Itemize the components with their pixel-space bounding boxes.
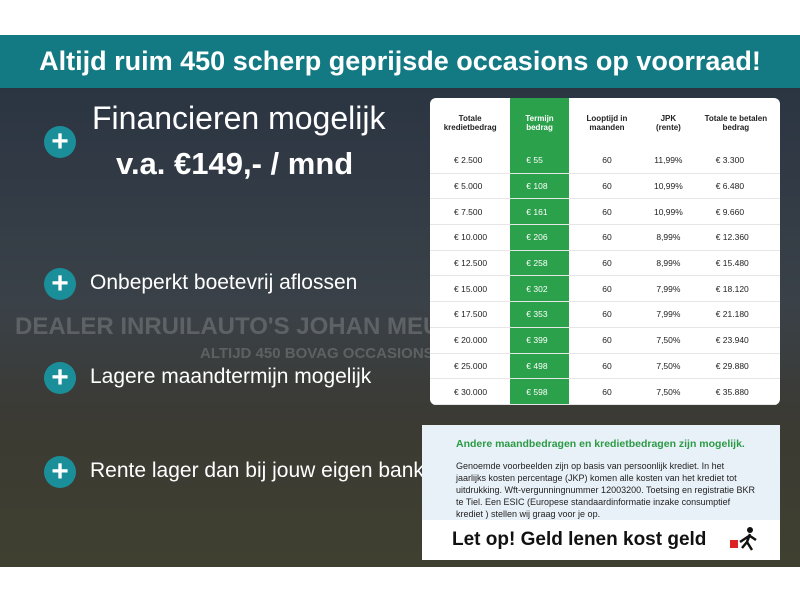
table-cell: € 23.940 [691,327,780,354]
table-cell: € 10.000 [430,224,511,251]
table-cell: € 6.480 [691,173,780,200]
table-cell: € 108 [510,173,569,200]
table-cell: € 30.000 [430,378,511,405]
table-cell: 10,99% [645,173,692,200]
table-cell: € 5.000 [430,173,511,200]
table-cell: € 15.000 [430,275,511,303]
bullet-text: Lagere maandtermijn mogelijk [90,365,372,388]
table-cell: € 18.120 [691,275,780,303]
info-heading: Andere maandbedragen en kredietbedragen … [456,438,745,450]
table-row: € 17.500 € 353 60 7,99% € 21.180 [430,301,780,328]
table-cell: € 2.500 [430,148,511,174]
table-cell: 60 [568,353,646,380]
table-cell: € 258 [510,250,569,277]
table-cell: € 3.300 [691,148,780,174]
table-header: JPK (rente) [655,114,681,132]
table-row: € 15.000 € 302 60 7,99% € 18.120 [430,275,780,303]
info-box: Andere maandbedragen en kredietbedragen … [422,425,780,560]
table-cell: 60 [568,275,646,303]
table-cell: 60 [568,198,646,226]
table-cell: 60 [568,301,646,328]
table-cell: € 29.880 [691,353,780,380]
table-cell: € 353 [510,301,569,328]
warning: Let op! Geld lenen kost geld [452,529,707,550]
table-row: € 2.500 € 55 60 11,99% € 3.300 [430,148,780,174]
table-row: € 12.500 € 258 60 8,99% € 15.480 [430,250,780,277]
headline: Financieren mogelijk [92,100,386,136]
table-cell: 7,50% [645,404,692,405]
table-cell: € 302 [510,275,569,303]
table-cell: € 21.180 [691,301,780,328]
table-cell: 60 [568,327,646,354]
table-cell: 7,50% [645,353,692,380]
table-cell: 60 [568,250,646,277]
banner-title: Altijd ruim 450 scherp geprijsde occasio… [0,35,800,88]
table-cell: 10,99% [645,198,692,226]
table-row: € 10.000 € 206 60 8,99% € 12.360 [430,224,780,251]
table-cell: € 12.500 [430,250,511,277]
bullet-text: Rente lager dan bij jouw eigen bank [90,459,424,482]
table-cell: € 7.500 [430,198,511,226]
table-row: € 30.000 € 598 60 7,50% € 35.880 [430,378,780,405]
finance-table-card: Totale kredietbedrag Termijn bedrag Loopti… [430,98,780,405]
plus-icon: + [44,126,76,158]
table-row: € 7.500 € 161 60 10,99% € 9.660 [430,198,780,226]
info-body: Genoemde voorbeelden zijn op basis van p… [456,461,755,519]
sign-text: ALTIJD 450 BOVAG OCCASIONS [200,345,434,362]
finance-table: Totale kredietbedrag Termijn bedrag Loopti… [430,98,780,405]
table-cell: € 12.360 [691,224,780,251]
table-cell: 8,99% [645,250,692,277]
table-row: € 25.000 € 498 60 7,50% € 29.880 [430,353,780,380]
table-cell: € 206 [510,224,569,251]
table-cell: € 598 [510,378,569,405]
price: v.a. €149,- / mnd [116,146,354,181]
table-cell: € 17.500 [430,301,511,328]
plus-icon: + [44,456,76,488]
table-cell: € 59.760 [691,404,780,405]
table-header: Totale kredietbedrag [443,114,497,132]
table-cell: 8,99% [645,224,692,251]
plus-icon: + [44,362,76,394]
table-cell: € 20.000 [430,327,511,354]
table-cell: € 15.480 [691,250,780,277]
table-cell: 60 [568,378,646,405]
warning-bar [422,520,780,560]
table-cell: 7,50% [645,378,692,405]
warning-icon [730,527,757,551]
table-header: Termijn bedrag [510,98,569,148]
table-cell: € 498 [510,353,569,380]
table-cell: 7,99% [645,301,692,328]
table-cell: € 35.880 [691,378,780,405]
table-cell: 60 [568,224,646,251]
plus-icon: + [44,268,76,300]
sign-text: DEALER INRUILAUTO'S JOHAN MEURE [15,313,474,340]
table-row: € 20.000 € 399 60 7,50% € 23.940 [430,327,780,354]
table-cell: € 25.000 [430,353,511,380]
table-cell: 7,99% [645,275,692,303]
table-cell: € 161 [510,198,569,226]
table-cell: € 9.660 [691,198,780,226]
table-cell: 60 [568,404,646,405]
table-cell: € 50.000 [430,404,511,405]
table-header: Totale te betalen bedrag [704,114,768,132]
table-cell: € 399 [510,327,569,354]
bullet-text: Onbeperkt boetevrij aflossen [90,271,358,294]
table-row: € 50.000€ 996607,50%€ 59.760 [430,404,780,405]
table-header: Looptijd in maanden [586,114,628,132]
table-cell: 60 [568,148,646,174]
table-cell: 60 [568,173,646,200]
table-row: € 5.000 € 108 60 10,99% € 6.480 [430,173,780,200]
table-cell: € 996 [510,404,569,405]
table-cell: 7,50% [645,327,692,354]
table-cell: € 55 [510,148,569,174]
table-cell: 11,99% [645,148,692,174]
